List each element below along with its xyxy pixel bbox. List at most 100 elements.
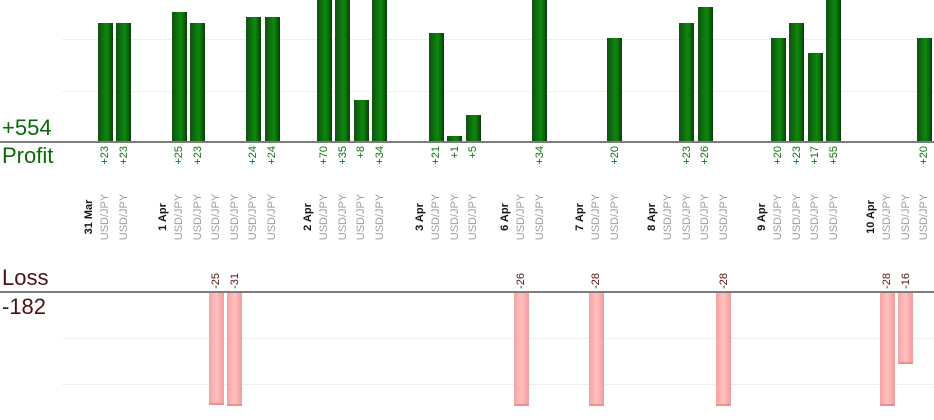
profit-value-label: +8 (355, 146, 368, 159)
gridline (62, 39, 934, 40)
profit-total-label: +554 (2, 115, 52, 140)
loss-value-label: -28 (717, 273, 730, 289)
loss-value-label: -26 (515, 273, 527, 289)
symbol-label: USD/JPY (918, 193, 931, 241)
symbol-label: USD/JPY (247, 193, 260, 241)
profit-value-label: +26 (699, 146, 712, 165)
symbol-label: USD/JPY (533, 193, 546, 241)
symbol-label: USD/JPY (662, 193, 674, 241)
date-label: 6 Apr (499, 203, 511, 231)
symbol-label: USD/JPY (355, 193, 368, 241)
date-label: 2 Apr (302, 203, 314, 231)
date-label: 9 Apr (756, 203, 768, 231)
loss-value-label: -16 (899, 273, 912, 289)
profit-value-label: +24 (266, 146, 278, 165)
profit-bar (429, 33, 444, 141)
profit-bar (246, 17, 261, 141)
profit-bar (447, 136, 462, 141)
symbol-label: USD/JPY (228, 193, 241, 241)
date-label: 3 Apr (414, 203, 426, 231)
profit-value-label: +35 (336, 146, 349, 165)
profit-value-label: +55 (827, 146, 840, 165)
symbol-label: USD/JPY (608, 193, 621, 241)
date-label: 10 Apr (865, 200, 877, 234)
symbol-label: USD/JPY (266, 193, 278, 241)
profit-bar (466, 115, 481, 141)
profit-value-label: +23 (790, 146, 803, 165)
symbol-label: USD/JPY (515, 193, 527, 241)
profit-value-label: +23 (117, 146, 130, 165)
symbol-label: USD/JPY (430, 193, 442, 241)
profit-value-label: +5 (467, 146, 480, 159)
profit-bar (607, 38, 622, 141)
symbol-label: USD/JPY (336, 193, 349, 241)
loss-bar (209, 293, 224, 405)
date-label: 7 Apr (574, 203, 586, 231)
gridline (62, 91, 934, 92)
profit-value-label: +1 (448, 146, 461, 159)
symbol-label: USD/JPY (191, 193, 204, 241)
symbol-label: USD/JPY (881, 193, 893, 241)
profit-bar (354, 100, 369, 141)
loss-baseline (0, 291, 934, 293)
symbol-label: USD/JPY (790, 193, 803, 241)
profit-bar (190, 23, 205, 141)
profit-bar (789, 23, 804, 141)
profit-bar (808, 53, 823, 141)
loss-value-label: -31 (228, 273, 241, 289)
loss-bar (514, 293, 529, 406)
profit-bar (335, 0, 350, 141)
loss-value-label: -28 (590, 273, 602, 289)
symbol-label: USD/JPY (467, 193, 480, 241)
symbol-label: USD/JPY (117, 193, 130, 241)
profit-value-label: +20 (918, 146, 931, 165)
date-label: 31 Mar (83, 199, 95, 235)
loss-total-label: -182 (2, 294, 47, 319)
profit-bar (372, 0, 387, 141)
gridline (62, 338, 934, 339)
profit-value-label: +34 (373, 146, 386, 165)
profit-value-label: +23 (191, 146, 204, 165)
symbol-label: USD/JPY (699, 193, 712, 241)
symbol-label: USD/JPY (590, 193, 602, 241)
profit-bar (172, 12, 187, 141)
profit-bar (265, 17, 280, 141)
profit-value-label: +34 (533, 146, 546, 165)
loss-bar (716, 293, 731, 406)
profit-bar (317, 0, 332, 141)
date-label: 1 Apr (157, 203, 169, 231)
loss-bar (227, 293, 242, 406)
symbol-label: USD/JPY (99, 193, 111, 241)
profit-value-label: +23 (99, 146, 111, 165)
loss-value-label: -28 (881, 273, 893, 289)
loss-bar (589, 293, 604, 406)
symbol-label: USD/JPY (318, 193, 330, 241)
profit-bar (679, 23, 694, 141)
symbol-label: USD/JPY (809, 193, 822, 241)
profit-value-label: +17 (809, 146, 822, 165)
profit-baseline (0, 141, 934, 143)
loss-bar (880, 293, 895, 406)
symbol-label: USD/JPY (827, 193, 840, 241)
loss-bar (898, 293, 913, 364)
profit-value-label: +70 (318, 146, 330, 165)
profit-axis-label: Profit (2, 143, 54, 168)
symbol-label: USD/JPY (680, 193, 693, 241)
profit-value-label: +21 (430, 146, 442, 165)
profit-bar (917, 38, 932, 141)
profit-value-label: +23 (680, 146, 693, 165)
profit-value-label: +20 (772, 146, 784, 165)
profit-bar (826, 0, 841, 141)
symbol-label: USD/JPY (899, 193, 912, 241)
profit-bar (771, 38, 786, 141)
profit-bar (698, 7, 713, 141)
profit-value-label: +25 (173, 146, 185, 165)
date-label: 8 Apr (646, 203, 658, 231)
profit-bar (98, 23, 113, 141)
symbol-label: USD/JPY (772, 193, 784, 241)
profit-value-label: +24 (247, 146, 260, 165)
gridline (62, 384, 934, 385)
symbol-label: USD/JPY (373, 193, 386, 241)
symbol-label: USD/JPY (717, 193, 730, 241)
